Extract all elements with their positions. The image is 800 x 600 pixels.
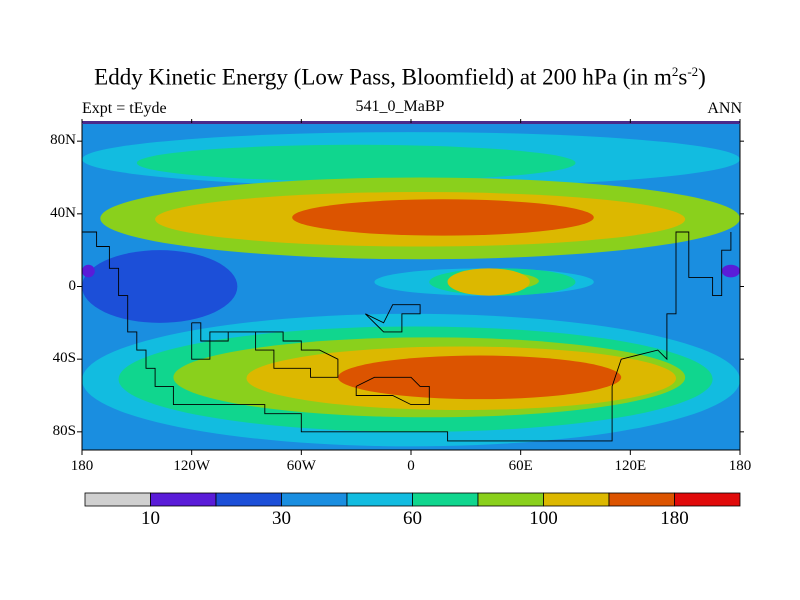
colorbar-label: 60 [403, 508, 422, 529]
y-tick-label: 80N [50, 132, 76, 149]
colorbar-box-9 [674, 492, 741, 507]
coastline-2 [355, 376, 430, 406]
colorbar-box-1 [150, 492, 217, 507]
y-tick-label: 40S [52, 350, 76, 367]
x-tick-label: 0 [407, 458, 415, 474]
y-tick-label: 80S [52, 422, 76, 439]
colorbar-label: 30 [272, 508, 291, 529]
field-region-6 [82, 264, 95, 278]
coastline-1 [191, 322, 339, 378]
x-tick-label: 180 [728, 458, 752, 474]
colorbar-box-7 [543, 492, 610, 507]
y-tick-label: 40N [50, 204, 76, 221]
colorbar-box-2 [215, 492, 282, 507]
colorbar-label: 180 [660, 508, 689, 529]
colorbar-box-4 [346, 492, 413, 507]
y-tick-label: 0 [68, 277, 77, 294]
colorbar-box-0 [84, 492, 151, 507]
colorbar-label: 10 [141, 508, 160, 529]
colorbar-box-8 [608, 492, 675, 507]
x-tick-label: 120E [614, 458, 647, 474]
field-region-4 [292, 199, 594, 236]
field-region-11 [447, 268, 530, 296]
field-region-5 [82, 250, 238, 323]
colorbar-box-3 [281, 492, 348, 507]
x-tick-label: 180 [70, 458, 94, 474]
colorbar-label: 100 [529, 508, 558, 529]
x-tick-label: 120W [173, 458, 210, 474]
colorbar-box-6 [477, 492, 544, 507]
field-region-1 [136, 144, 576, 182]
x-tick-label: 60E [508, 458, 533, 474]
x-tick-label: 60W [286, 458, 316, 474]
field-region-16 [337, 355, 622, 400]
chart-title: Eddy Kinetic Energy (Low Pass, Bloomfiel… [94, 64, 706, 90]
run-label: 541_0_MaBP [355, 98, 445, 115]
field-region-7 [721, 264, 740, 278]
experiment-label: Expt = tEyde [82, 100, 167, 117]
season-label: ANN [707, 100, 742, 117]
coastline-0 [82, 231, 732, 442]
colorbar-box-5 [412, 492, 479, 507]
coastline-3 [364, 304, 421, 333]
